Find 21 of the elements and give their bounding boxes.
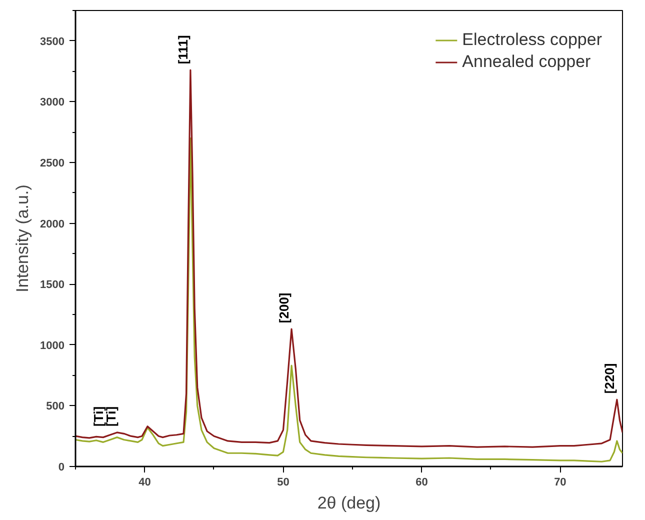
legend-label: Annealed copper (462, 52, 591, 72)
y-tick-label: 3000 (40, 96, 65, 109)
y-tick-label: 2500 (40, 158, 65, 170)
annotation: [111] (175, 35, 190, 64)
line-series (76, 69, 622, 448)
legend-label: Electroless copper (462, 30, 602, 50)
line-series (76, 137, 622, 462)
x-tick-label: 70 (554, 476, 566, 488)
y-tick-label: 500 (46, 400, 65, 413)
annotation: [220] (602, 363, 617, 394)
x-tick-label: 60 (416, 476, 428, 488)
y-tick-label: 0 (58, 462, 65, 474)
y-tick-label: 2000 (40, 218, 65, 230)
y-tick-label: 1000 (40, 340, 65, 352)
y-tick-label: 1500 (40, 279, 65, 292)
x-tick-label: 50 (277, 476, 290, 488)
y-tick-label: 3500 (40, 36, 65, 48)
annotation: [200] (276, 292, 292, 324)
x-axis-title: 2θ (deg) (317, 494, 381, 512)
x-tick-label: 40 (138, 476, 151, 488)
y-axis-title: Intensity (a.u.) (13, 184, 32, 292)
